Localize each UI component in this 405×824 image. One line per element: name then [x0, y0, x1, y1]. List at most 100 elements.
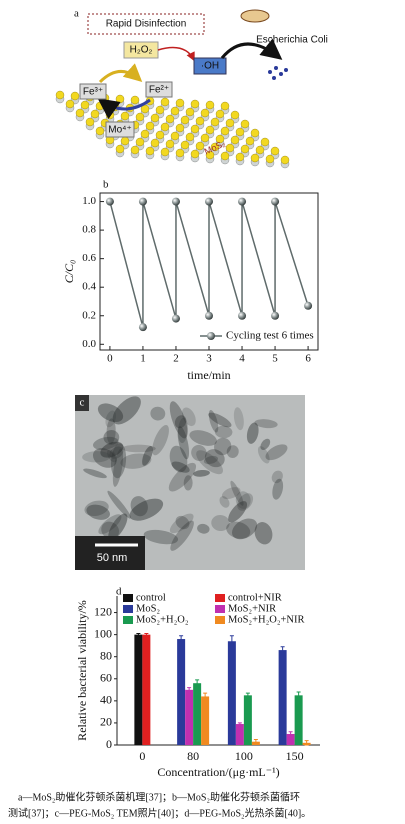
- legend-label: control+NIR: [228, 592, 282, 603]
- error-bar: [237, 722, 242, 726]
- x-tick-label: 80: [187, 749, 199, 763]
- atom: [155, 130, 165, 140]
- diagram-panel: a Rapid Disinfection H₂O₂ ·OH Escherichi…: [55, 8, 328, 169]
- particle: [219, 496, 230, 508]
- y-tick-label: 80: [100, 648, 112, 662]
- particle: [129, 498, 164, 521]
- debris-icon: [268, 66, 288, 80]
- legend-label: Cycling test 6 times: [226, 330, 314, 342]
- particle: [230, 480, 244, 506]
- scale-box: [75, 536, 145, 570]
- point: [271, 311, 280, 320]
- particle: [235, 491, 251, 509]
- particle: [189, 430, 217, 446]
- particle: [214, 425, 233, 439]
- lattice: [55, 90, 290, 169]
- error-bar: [179, 635, 184, 643]
- atom: [250, 153, 260, 163]
- particle: [208, 412, 232, 428]
- particle: [169, 513, 194, 534]
- atom: [175, 123, 185, 133]
- atom: [145, 121, 155, 131]
- particle: [228, 501, 248, 523]
- fe3-label: Fe³⁺: [83, 87, 103, 98]
- legend-label: control: [136, 592, 166, 603]
- atom: [160, 97, 170, 107]
- atom: [150, 113, 160, 123]
- atom: [210, 142, 220, 152]
- particle: [106, 418, 116, 444]
- particle: [121, 444, 156, 453]
- particle: [203, 455, 218, 465]
- y-tick-label: 0.0: [82, 338, 96, 350]
- arrow: [97, 98, 151, 120]
- particle: [254, 522, 273, 545]
- atom: [105, 110, 115, 120]
- atom: [205, 125, 215, 135]
- diagram-title: Rapid Disinfection: [106, 19, 187, 30]
- atom: [95, 126, 105, 136]
- x-tick-label: 4: [239, 353, 245, 365]
- bacteria-label: Escherichia Coli: [256, 35, 328, 46]
- legend-label: MoS₂+H₂O₂+NIR: [228, 614, 305, 625]
- error-bar: [304, 740, 309, 746]
- bar: [286, 733, 295, 745]
- atom: [195, 116, 205, 126]
- atom: [265, 154, 275, 164]
- particle: [257, 446, 270, 464]
- particle: [112, 448, 124, 487]
- atom: [205, 100, 215, 110]
- atom: [280, 155, 290, 165]
- atom: [170, 106, 180, 116]
- particle: [183, 475, 193, 491]
- y-tick-label: 120: [94, 604, 112, 618]
- particle: [109, 446, 124, 459]
- atom: [245, 136, 255, 146]
- atom: [215, 134, 225, 144]
- y-tick-label: 100: [94, 626, 112, 640]
- atom: [85, 117, 95, 127]
- atom: [225, 118, 235, 128]
- particle: [108, 513, 128, 541]
- particle: [103, 430, 120, 445]
- atom: [115, 94, 125, 104]
- bar: [185, 689, 194, 745]
- y-axis-label: Relative bacterial viability/%: [75, 600, 89, 741]
- atom: [90, 109, 100, 119]
- particle: [193, 469, 210, 477]
- mo-label: Mo⁴⁺: [108, 125, 131, 136]
- atom: [255, 145, 265, 155]
- atom: [200, 108, 210, 118]
- atom: [130, 145, 140, 155]
- atom: [230, 110, 240, 120]
- point: [304, 301, 313, 310]
- particle: [254, 419, 278, 429]
- atom: [215, 109, 225, 119]
- particle: [169, 401, 188, 439]
- x-tick-label: 0: [107, 353, 113, 365]
- particle: [120, 453, 152, 469]
- panel-label: d: [116, 586, 122, 598]
- bar: [193, 683, 202, 745]
- atom: [175, 148, 185, 158]
- particle: [260, 438, 271, 451]
- atom: [55, 90, 65, 100]
- y-axis-label: C/C₀: [62, 260, 76, 284]
- y-tick-label: 0.2: [82, 309, 96, 321]
- atom: [210, 117, 220, 127]
- point: [205, 311, 213, 320]
- atom: [235, 152, 245, 162]
- atom: [260, 137, 270, 147]
- panel-label: c: [80, 397, 85, 409]
- atom: [220, 126, 230, 136]
- particle: [84, 500, 109, 517]
- legend-swatch: [123, 594, 133, 602]
- atom: [65, 99, 75, 109]
- particle: [92, 448, 117, 468]
- y-tick-label: 40: [100, 693, 112, 707]
- y-tick-label: 60: [100, 671, 112, 685]
- panel-label: b: [103, 179, 109, 191]
- error-bar: [203, 692, 208, 701]
- arrow: [157, 46, 195, 62]
- atom: [235, 127, 245, 137]
